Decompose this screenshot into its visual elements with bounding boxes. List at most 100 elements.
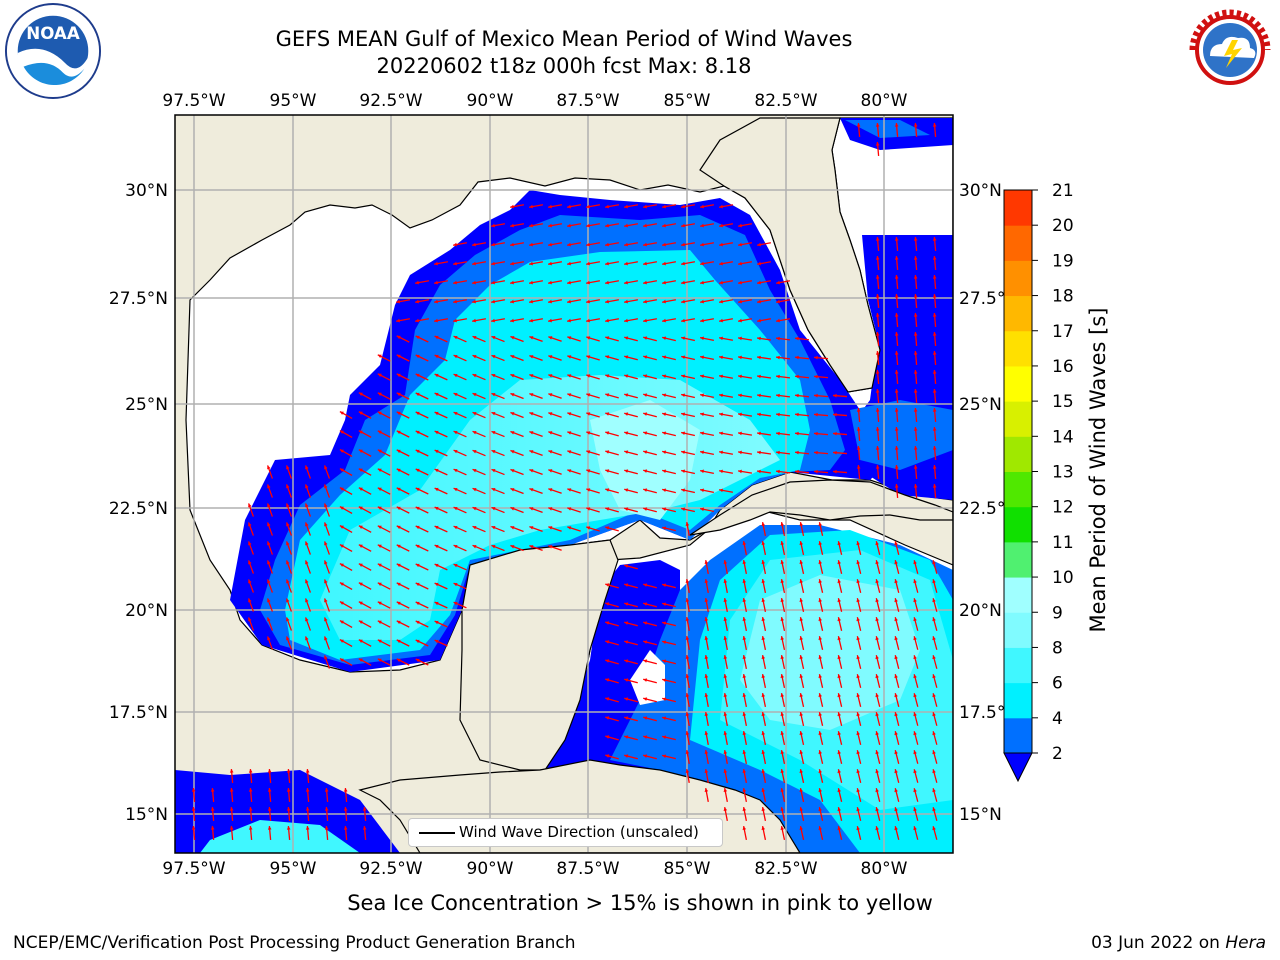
wave-direction-arrowhead bbox=[643, 242, 647, 247]
wave-direction-arrowhead bbox=[723, 769, 728, 773]
wave-direction-arrowhead bbox=[894, 256, 899, 260]
wave-direction-arrowhead bbox=[875, 826, 879, 831]
wave-direction-arrowhead bbox=[415, 318, 419, 323]
wave-direction-arrowhead bbox=[453, 411, 458, 416]
wave-direction-arrowhead bbox=[434, 544, 439, 549]
wave-direction-arrowhead bbox=[875, 351, 880, 355]
wave-direction-arrowhead bbox=[624, 374, 629, 378]
wave-direction-arrowhead bbox=[548, 299, 552, 304]
colorbar-swatch bbox=[1004, 506, 1032, 543]
wave-direction-arrowhead bbox=[453, 335, 458, 340]
wave-direction-arrowhead bbox=[856, 465, 861, 469]
colorbar-tick-label: 19 bbox=[1052, 251, 1074, 271]
wave-direction-arrowhead bbox=[662, 431, 667, 435]
wave-direction-arrowhead bbox=[548, 374, 553, 378]
wave-direction-arrowhead bbox=[719, 393, 723, 398]
wave-direction-arrowhead bbox=[932, 389, 937, 393]
wave-direction-arrowhead bbox=[624, 735, 629, 739]
wave-direction-arrowhead bbox=[339, 582, 344, 586]
wave-direction-arrowhead bbox=[723, 655, 728, 659]
wave-direction-arrowhead bbox=[267, 826, 272, 830]
wave-direction-arrowhead bbox=[776, 318, 780, 323]
wave-direction-arrowhead bbox=[837, 826, 841, 831]
wave-direction-arrowhead bbox=[324, 826, 329, 830]
wave-direction-arrowhead bbox=[267, 579, 271, 584]
sea-ice-note: Sea Ice Concentration > 15% is shown in … bbox=[347, 891, 933, 915]
colorbar-swatch bbox=[1004, 295, 1032, 332]
wave-direction-arrowhead bbox=[799, 617, 804, 622]
wave-direction-arrowhead bbox=[681, 393, 686, 398]
wave-direction-arrowhead bbox=[605, 355, 610, 359]
wave-direction-arrowhead bbox=[776, 393, 780, 398]
wave-direction-arrowhead bbox=[776, 299, 780, 304]
wave-direction-arrowhead bbox=[305, 788, 310, 792]
wave-direction-arrowhead bbox=[856, 408, 861, 412]
wave-direction-arrowhead bbox=[396, 299, 400, 304]
wave-direction-arrowhead bbox=[795, 336, 799, 341]
wave-direction-arrowhead bbox=[837, 636, 841, 641]
wave-direction-arrowhead bbox=[742, 807, 747, 811]
wave-direction-arrowhead bbox=[875, 465, 880, 469]
lat-tick-label: 20°N bbox=[125, 601, 168, 621]
lat-tick-label: 22.5°N bbox=[109, 499, 168, 519]
wave-direction-arrowhead bbox=[339, 544, 344, 548]
wave-direction-arrowhead bbox=[343, 807, 348, 811]
wave-direction-arrowhead bbox=[643, 621, 648, 625]
wave-direction-arrowhead bbox=[491, 393, 496, 397]
wave-direction-arrowhead bbox=[757, 374, 761, 379]
wave-direction-arrowhead bbox=[757, 469, 761, 474]
wave-direction-arrowhead bbox=[799, 579, 804, 584]
wave-direction-arrowhead bbox=[396, 430, 401, 435]
colorbar-tick-label: 2 bbox=[1052, 744, 1063, 764]
wave-direction-arrowhead bbox=[453, 242, 457, 247]
wave-direction-arrowhead bbox=[377, 468, 382, 473]
wave-direction-arrowhead bbox=[567, 488, 572, 492]
noaa-logo: NOAA bbox=[4, 2, 102, 100]
wave-direction-arrowhead bbox=[738, 412, 742, 417]
wave-direction-arrowhead bbox=[377, 582, 382, 587]
colorbar-swatch bbox=[1004, 260, 1032, 297]
wave-direction-arrowhead bbox=[567, 526, 572, 530]
wave-direction-arrowhead bbox=[799, 560, 804, 565]
wave-direction-arrowhead bbox=[529, 412, 534, 416]
wave-direction-arrowhead bbox=[818, 598, 823, 603]
wave-direction-arrowhead bbox=[472, 488, 477, 492]
wave-direction-arrowhead bbox=[624, 659, 629, 663]
wave-direction-arrowhead bbox=[248, 807, 253, 811]
wave-direction-arrowhead bbox=[324, 522, 328, 527]
wave-direction-arrowhead bbox=[662, 583, 667, 587]
wave-direction-arrowhead bbox=[856, 598, 860, 603]
wave-direction-arrowhead bbox=[453, 280, 457, 285]
colorbar-tick-label: 4 bbox=[1052, 709, 1063, 729]
wave-direction-arrowhead bbox=[362, 826, 367, 830]
wave-direction-arrowhead bbox=[267, 522, 271, 527]
wave-direction-arrowhead bbox=[932, 598, 936, 603]
wave-direction-arrowhead bbox=[396, 506, 401, 511]
wave-direction-arrowhead bbox=[761, 807, 766, 812]
wave-direction-arrowhead bbox=[567, 431, 572, 435]
wave-direction-arrowhead bbox=[780, 731, 785, 736]
wave-direction-arrowhead bbox=[719, 488, 723, 493]
lon-tick-label: 95°W bbox=[270, 91, 317, 111]
wave-direction-arrowhead bbox=[567, 242, 571, 247]
wave-direction-arrowhead bbox=[875, 807, 879, 812]
wave-direction-arrowhead bbox=[343, 788, 348, 792]
wave-direction-arrowhead bbox=[757, 299, 761, 304]
wave-direction-arrowhead bbox=[761, 674, 766, 679]
wave-direction-arrowhead bbox=[248, 617, 252, 622]
wave-direction-arrowhead bbox=[510, 336, 515, 340]
wave-direction-arrowhead bbox=[643, 280, 647, 285]
wave-direction-arrowhead bbox=[305, 769, 310, 773]
wave-direction-arrowhead bbox=[248, 598, 252, 603]
wave-direction-arrowhead bbox=[415, 544, 420, 549]
wave-direction-arrowhead bbox=[757, 393, 761, 398]
wave-direction-arrowhead bbox=[662, 469, 667, 473]
wave-direction-arrowhead bbox=[548, 545, 553, 549]
wave-direction-arrowhead bbox=[472, 393, 477, 397]
wave-direction-arrowhead bbox=[358, 449, 363, 453]
wave-direction-arrowhead bbox=[704, 655, 709, 659]
wave-direction-arrowhead bbox=[605, 697, 610, 701]
wave-direction-arrowhead bbox=[704, 731, 709, 735]
wave-direction-arrowhead bbox=[415, 658, 420, 663]
wave-direction-arrowhead bbox=[818, 541, 823, 546]
